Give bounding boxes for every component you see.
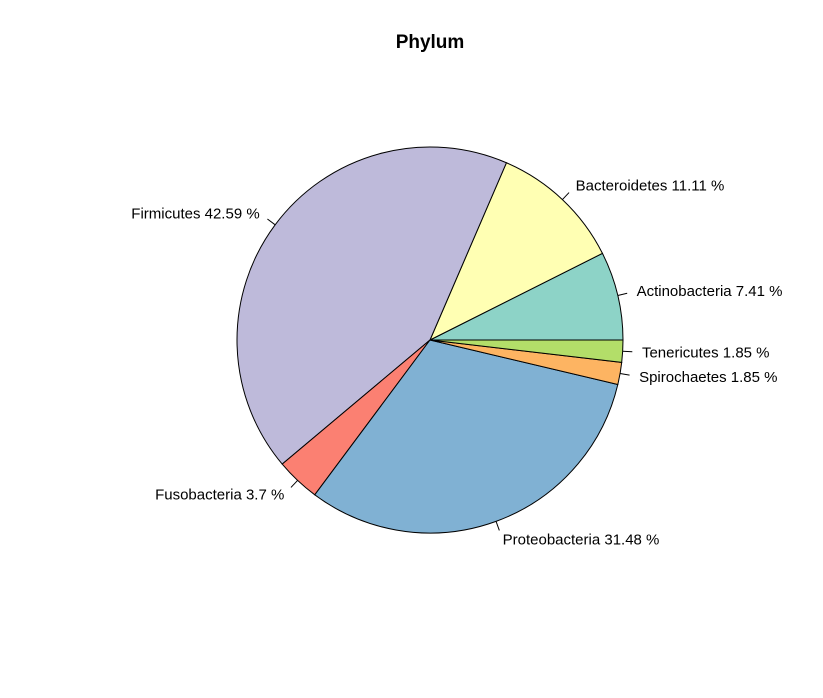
- slice-label-fusobacteria: Fusobacteria 3.7 %: [155, 486, 284, 503]
- slice-label-tenericutes: Tenericutes 1.85 %: [642, 344, 770, 361]
- slice-label-bacteroidetes: Bacteroidetes 11.11 %: [576, 178, 725, 195]
- leader-line-fusobacteria: [290, 480, 298, 488]
- leader-line-proteobacteria: [495, 521, 500, 531]
- pie-slice-firmicutes: [236, 146, 508, 465]
- chart-title: Phylum: [396, 32, 465, 53]
- leader-line-tenericutes: [622, 350, 633, 353]
- pie-slice-proteobacteria: [314, 339, 619, 534]
- leader-line-firmicutes: [267, 218, 276, 226]
- pie-slice-bacteroidetes: [428, 162, 604, 342]
- leader-line-bacteroidetes: [562, 192, 570, 200]
- pie-slices: [236, 146, 624, 534]
- slice-label-proteobacteria: Proteobacteria 31.48 %: [503, 531, 660, 548]
- leader-line-actinobacteria: [617, 292, 628, 296]
- slice-label-actinobacteria: Actinobacteria 7.41 %: [637, 283, 783, 300]
- pie-leader-lines: [267, 192, 633, 531]
- pie-labels: Actinobacteria 7.41 % Bacteroidetes 11.11…: [131, 178, 782, 549]
- leader-line-spirochaetes: [619, 372, 630, 376]
- slice-label-spirochaetes: Spirochaetes 1.85 %: [639, 369, 777, 386]
- slice-label-firmicutes: Firmicutes 42.59 %: [131, 205, 259, 222]
